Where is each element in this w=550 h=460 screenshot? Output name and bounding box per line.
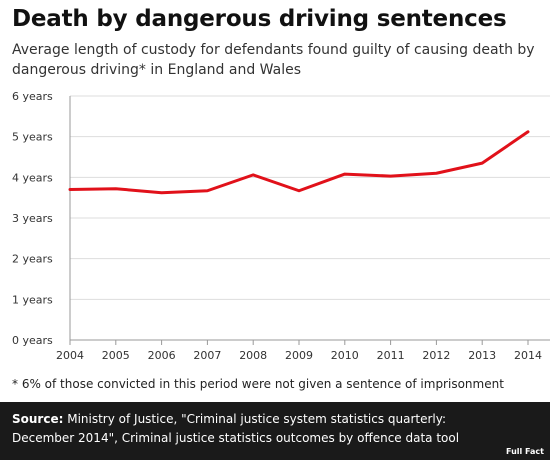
x-tick-label: 2006 [148,349,176,362]
source-label: Source: [12,412,64,426]
x-tick-label: 2005 [102,349,130,362]
series-line [68,130,530,195]
x-tick-label: 2009 [285,349,313,362]
y-tick-label: 2 years [12,253,53,266]
x-tick-label: 2007 [193,349,221,362]
y-tick-label: 4 years [12,171,53,184]
x-tick-label: 2004 [56,349,84,362]
x-axis: 2004 2005 2006 2007 2008 2009 2010 2011 2012 2013… [56,340,542,362]
x-tick-label: 2008 [239,349,267,362]
y-axis: 0 years 1 years 2 years 3 years 4 years 5 yea… [12,90,53,347]
chart-title: Death by dangerous driving sentences [12,6,507,32]
x-tick-label: 2011 [377,349,405,362]
y-tick-label: 0 years [12,334,53,347]
x-tick-label: 2013 [468,349,496,362]
x-tick-label: 2014 [514,349,542,362]
y-tick-label: 3 years [12,212,53,225]
footnote: * 6% of those convicted in this period w… [12,377,504,391]
source-bar: Source: Ministry of Justice, "Criminal j… [0,402,550,460]
line-chart: 0 years 1 years 2 years 3 years 4 years 5 yea… [12,90,550,362]
x-tick-label: 2012 [422,349,450,362]
y-tick-label: 1 years [12,293,53,306]
x-tick-label: 2010 [331,349,359,362]
y-tick-label: 5 years [12,131,53,144]
chart-subtitle: Average length of custody for defendants… [12,42,535,78]
source-citation: Ministry of Justice, "Criminal justice s… [12,412,460,445]
y-tick-label: 6 years [12,90,53,103]
gridlines [69,95,550,341]
full-fact-logo: Full Fact [506,447,544,456]
series [68,130,530,195]
source-text: Source: Ministry of Justice, "Criminal j… [12,410,492,448]
